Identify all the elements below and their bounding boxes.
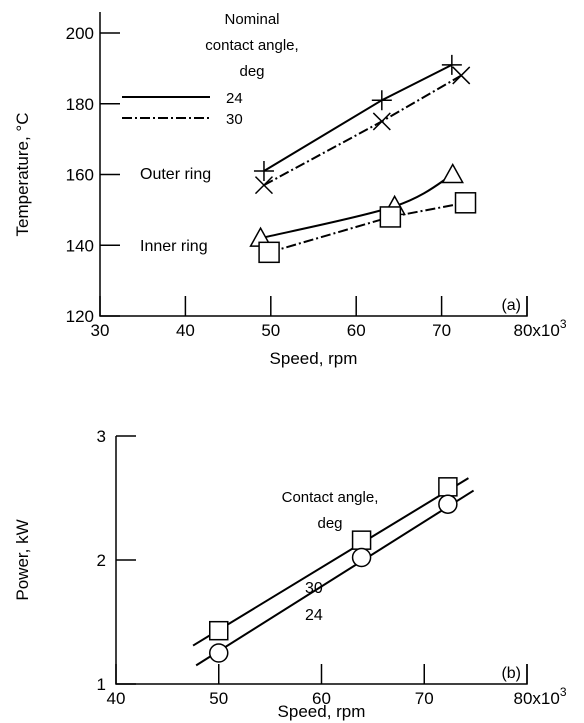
square-marker xyxy=(438,477,458,497)
plus-marker xyxy=(253,160,274,181)
x-tick-label: 80x103 xyxy=(513,685,566,708)
square-marker xyxy=(379,206,402,228)
series-inner-24-line xyxy=(260,173,454,240)
y-tick-label: 140 xyxy=(66,236,94,255)
series-inner-30-line xyxy=(268,201,466,254)
x-tick-label: 40 xyxy=(176,321,195,340)
y-tick-label: 180 xyxy=(66,95,94,114)
plus-marker xyxy=(441,54,462,75)
legend-title: deg xyxy=(317,515,342,532)
x-tick-label: 50 xyxy=(261,321,280,340)
x-marker xyxy=(452,66,471,85)
outer-ring-label: Outer ring xyxy=(140,166,211,183)
x-axis-title: Speed, rpm xyxy=(278,702,366,721)
legend-title: contact angle, xyxy=(205,37,298,54)
x-tick-label: 50 xyxy=(209,689,228,708)
x-tick-label: 80x103 xyxy=(513,317,566,340)
series-outer-24-line xyxy=(263,63,453,172)
y-axis-title: Temperature, °C xyxy=(13,113,32,237)
square-marker xyxy=(351,530,372,550)
y-tick-label: 2 xyxy=(97,551,106,570)
triangle-marker xyxy=(441,162,464,184)
x-axis-title: Speed, rpm xyxy=(270,349,358,368)
y-axis-title: Power, kW xyxy=(13,519,32,600)
legend-label: 24 xyxy=(226,90,243,107)
y-tick-label: 1 xyxy=(97,675,106,694)
circle-marker xyxy=(209,643,229,663)
x-tick-label: 70 xyxy=(432,321,451,340)
panel-label: (b) xyxy=(501,665,521,682)
legend-label: 30 xyxy=(226,111,243,128)
x-tick-label: 30 xyxy=(91,321,110,340)
square-marker xyxy=(209,620,229,641)
circle-marker xyxy=(351,547,372,568)
fit-line-24 xyxy=(195,489,475,667)
x-tick-label: 40 xyxy=(107,689,126,708)
legend-title: deg xyxy=(239,63,264,80)
tick-exponent: 3 xyxy=(560,317,567,331)
series-30-label: 30 xyxy=(305,580,323,597)
circle-marker xyxy=(438,494,458,514)
power-chart-panel: 1 2 3 40 50 60 70 80x103 Speed, rpm Power, kW (b) C… xyxy=(13,427,567,721)
x-tick-label: 60 xyxy=(312,689,331,708)
plus-marker xyxy=(371,90,392,111)
legend-title: Nominal xyxy=(224,11,279,28)
x-marker xyxy=(254,176,273,195)
tick-exponent: 3 xyxy=(560,685,567,699)
temperature-chart-panel: 120 140 160 180 200 30 40 50 60 70 80x103 Speed, rp… xyxy=(13,11,567,368)
inner-ring-label: Inner ring xyxy=(140,238,208,255)
x-tick-label: 60 xyxy=(347,321,366,340)
y-tick-label: 160 xyxy=(66,166,94,185)
legend-title: Contact angle, xyxy=(282,489,379,506)
y-tick-label: 120 xyxy=(66,307,94,326)
fit-line-30 xyxy=(192,477,469,647)
series-outer-30-line xyxy=(263,74,462,186)
y-tick-label: 3 xyxy=(97,427,106,446)
panel-label: (a) xyxy=(501,297,521,314)
series-24-label: 24 xyxy=(305,607,323,624)
x-marker xyxy=(372,112,391,131)
square-marker xyxy=(258,241,280,264)
x-tick-label: 70 xyxy=(415,689,434,708)
square-marker xyxy=(454,192,477,214)
axis-frame xyxy=(115,436,528,685)
y-tick-label: 200 xyxy=(66,24,94,43)
axis-frame xyxy=(99,12,528,317)
